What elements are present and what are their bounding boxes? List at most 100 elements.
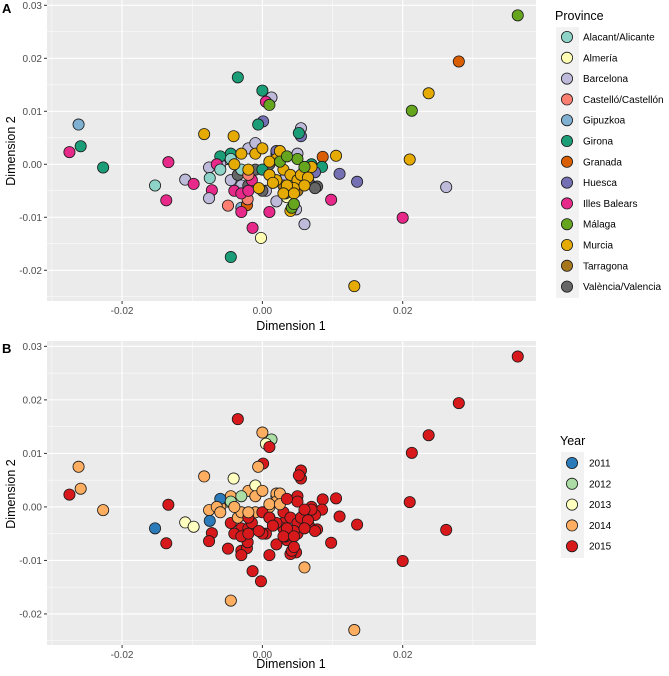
- data-point: [298, 561, 311, 574]
- data-point: [231, 71, 244, 84]
- data-point: [187, 520, 200, 533]
- data-point: [74, 140, 87, 153]
- panel-a: A Dimension 1 Dimension 2 Province -0.02…: [2, 0, 664, 333]
- data-point: [263, 205, 276, 218]
- data-point: [511, 350, 524, 363]
- legend-key-illes-balears: [561, 197, 574, 210]
- data-point: [270, 538, 283, 551]
- legend-title-province: Province: [555, 9, 604, 23]
- data-point: [256, 84, 269, 97]
- data-point: [263, 440, 276, 453]
- data-point: [396, 211, 409, 224]
- data-point: [333, 167, 346, 180]
- legend-key-2014: [566, 519, 579, 532]
- data-point: [252, 460, 265, 473]
- data-point: [242, 506, 255, 519]
- data-point: [256, 484, 269, 497]
- data-point: [63, 146, 76, 159]
- data-point: [277, 187, 290, 200]
- data-point: [227, 130, 240, 143]
- plot-background: [47, 341, 536, 645]
- data-point: [403, 496, 416, 509]
- data-point: [298, 503, 311, 516]
- data-point: [333, 510, 346, 523]
- data-point: [97, 504, 110, 517]
- data-point: [63, 488, 76, 501]
- plot-area-b: [47, 341, 536, 645]
- data-point: [222, 199, 235, 212]
- data-point: [298, 218, 311, 231]
- data-point: [242, 163, 255, 176]
- legend-key-2013: [566, 498, 579, 511]
- legend-label: 2015: [589, 542, 612, 553]
- legend-label: València/Valencia: [583, 282, 661, 293]
- data-points-b: [63, 350, 524, 637]
- data-point: [242, 184, 255, 197]
- legend-label: Huesca: [583, 178, 617, 189]
- data-point: [97, 161, 110, 174]
- data-point: [263, 549, 276, 562]
- data-point: [256, 142, 269, 155]
- data-point: [263, 98, 276, 111]
- data-point: [348, 624, 361, 637]
- legend-label: Girona: [583, 137, 613, 148]
- x-tick-label: -0.02: [111, 650, 134, 661]
- data-points-a: [63, 9, 524, 293]
- legend-key-almer-a: [561, 51, 574, 64]
- data-point: [224, 251, 237, 264]
- data-point: [440, 181, 453, 194]
- data-point: [198, 128, 211, 141]
- legend-key-granada: [561, 155, 574, 168]
- x-tick-label: 0.02: [393, 650, 413, 661]
- y-tick-label: 0.01: [23, 449, 43, 460]
- x-axis-title-b: Dimension 1: [256, 657, 326, 671]
- data-point: [280, 492, 293, 505]
- data-point: [292, 469, 305, 482]
- y-tick-label: 0.03: [23, 1, 43, 12]
- data-point: [203, 535, 216, 548]
- data-point: [396, 554, 409, 567]
- data-point: [422, 429, 435, 442]
- legend-label: Almería: [583, 53, 618, 64]
- data-point: [214, 506, 227, 519]
- data-point: [246, 565, 259, 578]
- legend-label: 2012: [589, 479, 612, 490]
- data-point: [228, 158, 241, 171]
- data-point: [277, 530, 290, 543]
- x-tick-label: 0.00: [253, 306, 273, 317]
- legend-label: Tarragona: [583, 261, 628, 272]
- data-point: [214, 163, 227, 176]
- data-point: [316, 150, 329, 163]
- y-tick-label: -0.02: [19, 609, 42, 620]
- legend-label: Gipuzkoa: [583, 116, 626, 127]
- data-point: [266, 176, 279, 189]
- data-point: [203, 172, 216, 185]
- legend-key-val-ncia-valencia: [561, 280, 574, 293]
- legend-label: Murcia: [583, 241, 613, 252]
- data-point: [235, 490, 248, 503]
- y-tick-label: 0.03: [23, 342, 43, 353]
- legend-label: Illes Balears: [583, 199, 637, 210]
- data-point: [162, 156, 175, 169]
- data-point: [405, 104, 418, 117]
- data-point: [254, 231, 267, 244]
- legend-year: 2011 2012 2013 2014 2015: [561, 452, 612, 558]
- data-point: [222, 542, 235, 555]
- data-point: [162, 498, 175, 511]
- data-point: [254, 575, 267, 588]
- legend-key-murcia: [561, 238, 574, 251]
- data-point: [263, 498, 276, 511]
- data-point: [287, 187, 300, 200]
- data-point: [72, 460, 85, 473]
- plot-background: [47, 0, 536, 301]
- legend-key-castell-castell-n: [561, 93, 574, 106]
- data-point: [266, 519, 279, 532]
- data-point: [403, 153, 416, 166]
- legend-province: Alacant/Alicante Almería Barcelona Castelló…: [556, 27, 664, 298]
- data-point: [224, 594, 237, 607]
- data-point: [325, 536, 338, 549]
- x-axis-title-a: Dimension 1: [256, 319, 326, 333]
- x-tick-label: 0.02: [393, 306, 413, 317]
- data-point: [298, 522, 311, 535]
